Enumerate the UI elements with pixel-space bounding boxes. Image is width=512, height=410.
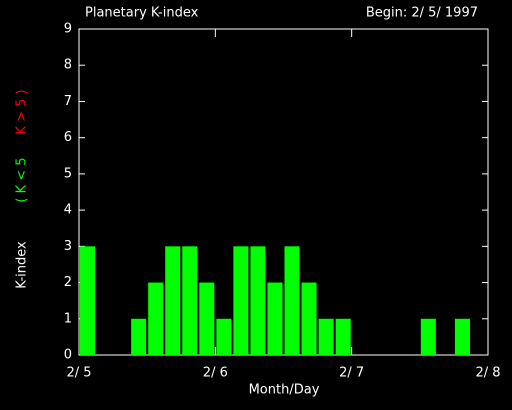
legend-entry: ( K < 5 — [15, 157, 30, 202]
y-tick-label: 4 — [64, 203, 72, 218]
x-tick-label: 2/ 6 — [203, 366, 228, 381]
y-tick-label: 8 — [64, 58, 72, 73]
x-tick-label: 2/ 5 — [66, 366, 91, 381]
y-axis-label: K-index — [15, 241, 30, 289]
bar — [318, 318, 334, 355]
legend-entry: K > 5 ) — [15, 89, 30, 134]
y-tick-label: 3 — [64, 239, 72, 254]
y-tick-label: 0 — [64, 348, 72, 363]
bar — [199, 282, 215, 355]
y-tick-label: 1 — [64, 311, 72, 326]
y-tick-label: 7 — [64, 94, 72, 109]
chart-title: Planetary K-index — [85, 6, 199, 21]
y-tick-label: 9 — [64, 22, 72, 37]
bar — [131, 318, 147, 355]
bar — [80, 246, 96, 355]
y-tick-label: 2 — [64, 275, 72, 290]
bar — [233, 246, 249, 355]
bar — [420, 318, 436, 355]
bar — [284, 246, 300, 355]
x-axis-label: Month/Day — [249, 383, 320, 398]
bar — [250, 246, 266, 355]
plot-frame — [78, 28, 489, 356]
bar — [301, 282, 317, 355]
y-tick-label: 6 — [64, 130, 72, 145]
bar — [165, 246, 181, 355]
bar — [216, 318, 232, 355]
bar — [454, 318, 470, 355]
bar — [182, 246, 198, 355]
y-tick-label: 5 — [64, 166, 72, 181]
bar — [148, 282, 164, 355]
bar — [267, 282, 283, 355]
x-tick-label: 2/ 7 — [339, 366, 364, 381]
bar — [335, 318, 351, 355]
chart-subtitle: Begin: 2/ 5/ 1997 — [366, 6, 478, 21]
x-tick-label: 2/ 8 — [475, 366, 500, 381]
